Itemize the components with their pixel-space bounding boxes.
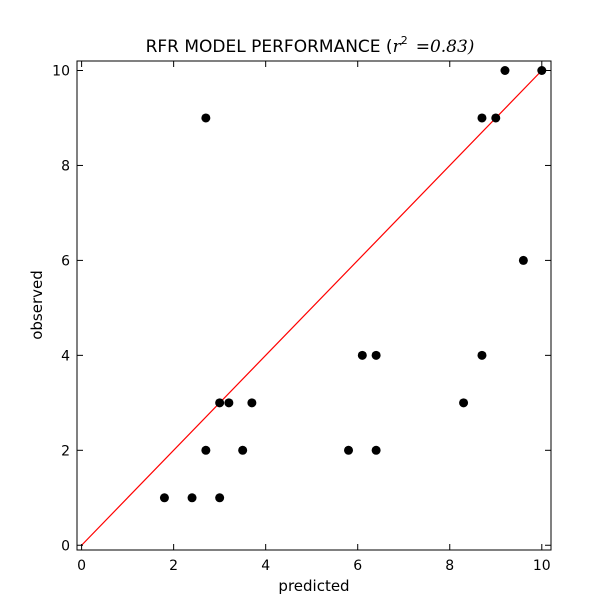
- x-tick-label: 10: [533, 558, 551, 574]
- data-point: [500, 65, 510, 75]
- data-point: [344, 445, 354, 455]
- data-point: [201, 113, 211, 123]
- data-point: [215, 493, 225, 503]
- x-axis-label: predicted: [278, 577, 349, 595]
- data-point: [187, 493, 197, 503]
- x-tick-label: 4: [261, 558, 270, 574]
- chart-title: RFR MODEL PERFORMANCE (r2 =0.83): [146, 34, 475, 57]
- y-axis-ticks: 0 2 4 6 8 10: [52, 63, 551, 554]
- x-tick-label: 8: [445, 558, 454, 574]
- data-point: [159, 493, 169, 503]
- data-point: [518, 255, 528, 265]
- y-tick-label: 0: [61, 538, 70, 554]
- y-tick-label: 10: [52, 63, 70, 79]
- data-point: [215, 398, 225, 408]
- data-point: [371, 445, 381, 455]
- data-point: [357, 350, 367, 360]
- x-tick-label: 2: [169, 558, 178, 574]
- data-point: [537, 65, 547, 75]
- y-tick-label: 2: [61, 443, 70, 459]
- data-point: [247, 398, 257, 408]
- y-tick-label: 6: [61, 253, 70, 269]
- x-tick-label: 6: [353, 558, 362, 574]
- data-point: [201, 445, 211, 455]
- y-tick-label: 8: [61, 158, 70, 174]
- plot-frame: [76, 60, 552, 551]
- y-axis-label: observed: [28, 270, 46, 340]
- data-points: [159, 65, 547, 503]
- data-point: [477, 113, 487, 123]
- y-tick-label: 4: [61, 348, 70, 364]
- data-point: [477, 350, 487, 360]
- plot-area: 0 2 4 6 8 10 0 2 4 6 8 10: [52, 60, 552, 574]
- x-tick-label: 0: [77, 558, 86, 574]
- x-axis-ticks: 0 2 4 6 8 10: [77, 61, 551, 574]
- data-point: [459, 398, 469, 408]
- data-point: [371, 350, 381, 360]
- data-point: [224, 398, 234, 408]
- data-point: [238, 445, 248, 455]
- data-point: [491, 113, 501, 123]
- reference-line: [81, 70, 543, 546]
